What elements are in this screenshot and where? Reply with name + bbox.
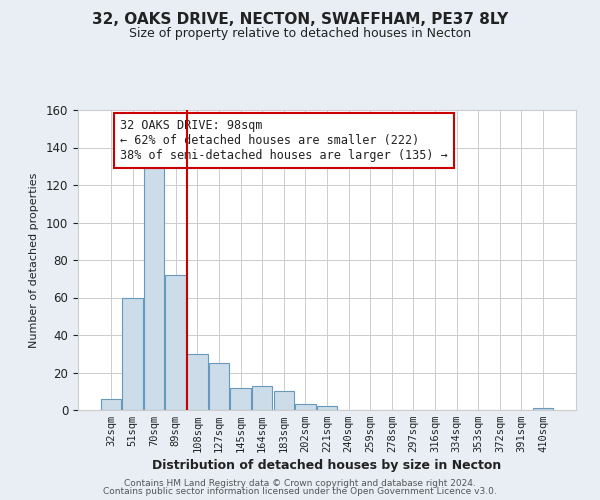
Text: Contains HM Land Registry data © Crown copyright and database right 2024.: Contains HM Land Registry data © Crown c…: [124, 478, 476, 488]
Text: Contains public sector information licensed under the Open Government Licence v3: Contains public sector information licen…: [103, 488, 497, 496]
Text: Size of property relative to detached houses in Necton: Size of property relative to detached ho…: [129, 28, 471, 40]
Text: 32 OAKS DRIVE: 98sqm
← 62% of detached houses are smaller (222)
38% of semi-deta: 32 OAKS DRIVE: 98sqm ← 62% of detached h…: [121, 119, 448, 162]
Bar: [122, 298, 143, 410]
Bar: [274, 391, 294, 410]
Bar: [230, 388, 251, 410]
Text: 32, OAKS DRIVE, NECTON, SWAFFHAM, PE37 8LY: 32, OAKS DRIVE, NECTON, SWAFFHAM, PE37 8…: [92, 12, 508, 28]
Y-axis label: Number of detached properties: Number of detached properties: [29, 172, 39, 348]
X-axis label: Distribution of detached houses by size in Necton: Distribution of detached houses by size …: [152, 460, 502, 472]
Bar: [144, 168, 164, 410]
Bar: [166, 275, 186, 410]
Bar: [533, 408, 553, 410]
Bar: [317, 406, 337, 410]
Bar: [295, 404, 316, 410]
Bar: [209, 363, 229, 410]
Bar: [101, 399, 121, 410]
Bar: [187, 354, 208, 410]
Bar: [252, 386, 272, 410]
